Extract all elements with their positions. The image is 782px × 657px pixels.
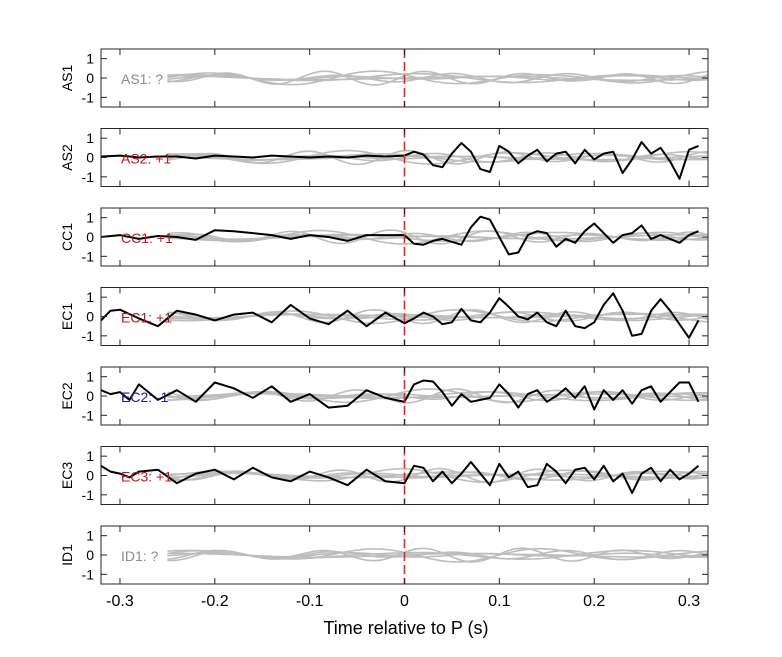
y-tick-label: -1	[82, 487, 95, 503]
background-trace	[167, 547, 708, 563]
polarity-annotation: AS2: +1	[121, 150, 171, 166]
waveform-trace	[101, 215, 699, 256]
y-tick-label: -1	[82, 89, 95, 105]
polarity-annotation: AS1: ?	[121, 71, 163, 87]
polarity-annotation: EC3: +1	[121, 468, 172, 484]
y-tick-label: 1	[86, 448, 94, 464]
panel-ec2: EC2: -1 1 0 -1 EC2	[59, 366, 709, 426]
y-axis-label: AS1	[59, 65, 75, 92]
y-axis-label: AS2	[59, 144, 75, 171]
background-trace	[167, 70, 708, 86]
x-axis-label: Time relative to P (s)	[323, 618, 488, 638]
panel-plot-area	[101, 292, 708, 339]
polarity-annotation: ID1: ?	[121, 548, 159, 564]
x-tick-label: 0.2	[583, 593, 605, 610]
y-axis-label: EC2	[59, 382, 75, 409]
panel-plot-area	[167, 547, 708, 563]
y-tick-label: -1	[82, 248, 95, 264]
y-tick-label: 0	[86, 309, 94, 325]
y-tick-label: -1	[82, 566, 95, 582]
background-trace	[167, 229, 708, 245]
y-tick-label: 0	[86, 547, 94, 563]
waveform-trace	[101, 292, 700, 339]
background-trace	[167, 392, 708, 400]
background-trace	[167, 72, 708, 84]
y-tick-label: 0	[86, 468, 94, 484]
y-tick-label: -1	[82, 169, 95, 185]
waveform-trace	[101, 141, 699, 180]
x-tick-label: -0.1	[296, 593, 324, 610]
panel-cc1: CC1: +1 1 0 -1 CC1	[59, 207, 709, 267]
y-tick-label: 1	[86, 130, 94, 146]
y-tick-label: 0	[86, 229, 94, 245]
panel-ec3: EC3: +1 1 0 -1 EC3	[59, 446, 709, 505]
background-trace	[167, 388, 708, 404]
background-trace	[167, 467, 708, 484]
panel-plot-area	[167, 70, 708, 86]
y-tick-label: -1	[82, 328, 95, 344]
polarity-annotation: CC1: +1	[121, 230, 173, 246]
y-axis-label: ID1	[59, 544, 75, 566]
y-tick-label: 1	[86, 289, 94, 305]
panel-as2: AS2: +1 1 0 -1 AS2	[59, 128, 709, 187]
panel-plot-area	[101, 461, 708, 494]
panel-as1: AS1: ? 1 0 -1 AS1	[59, 48, 709, 108]
x-tick-label: 0	[400, 593, 409, 610]
y-tick-label: 1	[86, 369, 94, 385]
waveform-trace	[101, 379, 700, 411]
x-tick-label: -0.2	[201, 593, 229, 610]
polarity-annotation: EC2: -1	[121, 389, 169, 405]
panel-plot-area	[101, 379, 708, 411]
panel-ec1: EC1: +1 1 0 -1 EC1	[59, 287, 709, 346]
y-axis-label: EC1	[59, 303, 75, 330]
panel-plot-area	[101, 215, 708, 256]
x-axis: -0.3 -0.2 -0.1 0 0.1 0.2 0.3	[106, 593, 700, 610]
y-tick-label: 0	[86, 388, 94, 404]
x-tick-label: 0.3	[678, 593, 700, 610]
y-axis-label: CC1	[59, 223, 75, 251]
background-trace	[167, 149, 708, 166]
y-tick-label: 0	[86, 150, 94, 166]
y-tick-label: 1	[86, 51, 94, 67]
polarity-annotation: EC1: +1	[121, 309, 172, 325]
y-axis-label: EC3	[59, 462, 75, 489]
y-tick-label: 0	[86, 70, 94, 86]
waveform-trace	[101, 461, 700, 494]
panel-plot-area	[101, 141, 708, 180]
x-tick-label: -0.3	[106, 593, 134, 610]
y-tick-label: -1	[82, 407, 95, 423]
x-tick-label: 0.1	[488, 593, 510, 610]
y-tick-label: 1	[86, 528, 94, 544]
y-tick-label: 1	[86, 210, 94, 226]
panel-id1: ID1: ? 1 0 -1 ID1	[59, 525, 709, 585]
